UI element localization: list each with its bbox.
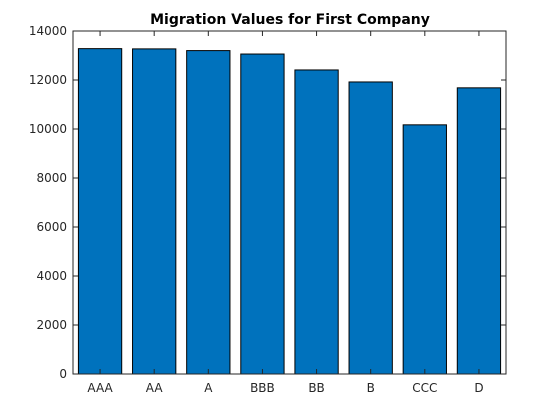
x-tick-label: A	[204, 381, 213, 395]
y-tick-label: 14000	[29, 24, 67, 38]
x-tick-label: CCC	[412, 381, 437, 395]
y-tick-label: 8000	[36, 171, 67, 185]
bar-a	[186, 50, 231, 375]
axes-layer	[72, 30, 507, 375]
bar-ccc	[402, 124, 447, 375]
x-tick-label: B	[367, 381, 375, 395]
bar-d	[456, 87, 502, 375]
y-tick-label: 10000	[29, 122, 67, 136]
bar-bb	[294, 69, 339, 375]
y-tick-label: 0	[59, 367, 67, 381]
bar-bbb	[240, 53, 285, 375]
bars-layer	[77, 48, 502, 375]
y-tick-label: 12000	[29, 73, 67, 87]
x-tick-label: BB	[308, 381, 324, 395]
chart-title: Migration Values for First Company	[150, 12, 430, 28]
x-tick-label: AAA	[87, 381, 113, 395]
bar-b	[348, 81, 393, 375]
bar-aa	[132, 48, 177, 375]
x-tick-label: AA	[146, 381, 164, 395]
y-tick-label: 4000	[36, 269, 67, 283]
x-tick-label: D	[474, 381, 483, 395]
y-tick-label: 6000	[36, 220, 67, 234]
bar-aaa	[77, 48, 123, 375]
x-tick-label: BBB	[250, 381, 275, 395]
axes-box	[72, 30, 507, 375]
y-tick-label: 2000	[36, 318, 67, 332]
